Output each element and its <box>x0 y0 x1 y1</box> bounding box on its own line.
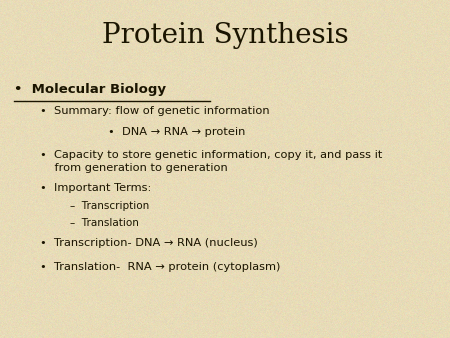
Text: •  Summary: flow of genetic information: • Summary: flow of genetic information <box>40 106 270 117</box>
Text: •  Capacity to store genetic information, copy it, and pass it
    from generati: • Capacity to store genetic information,… <box>40 150 383 173</box>
Text: –  Translation: – Translation <box>70 218 139 228</box>
Text: •  Important Terms:: • Important Terms: <box>40 183 152 193</box>
Text: •  Transcription- DNA → RNA (nucleus): • Transcription- DNA → RNA (nucleus) <box>40 238 258 248</box>
Text: •  DNA → RNA → protein: • DNA → RNA → protein <box>108 127 245 137</box>
Text: –  Transcription: – Transcription <box>70 201 149 211</box>
Text: Protein Synthesis: Protein Synthesis <box>102 22 348 49</box>
Text: •  Molecular Biology: • Molecular Biology <box>14 83 166 96</box>
Text: •  Translation-  RNA → protein (cytoplasm): • Translation- RNA → protein (cytoplasm) <box>40 262 281 272</box>
